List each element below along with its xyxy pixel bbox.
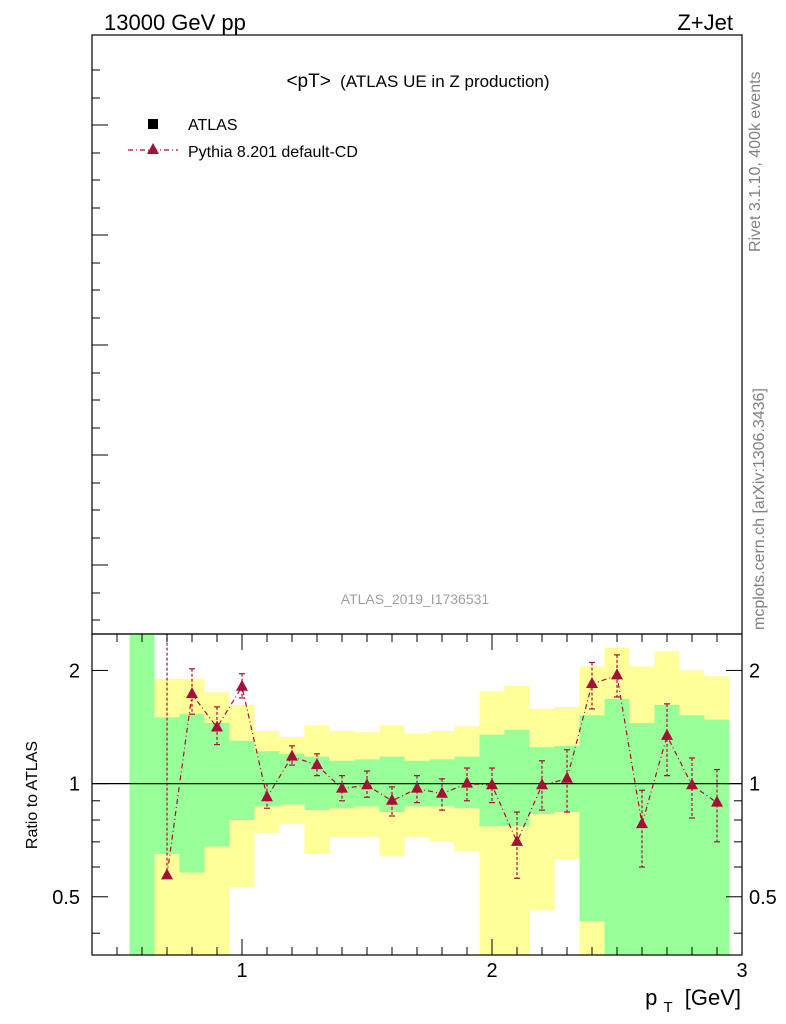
data-point-18 [611,668,623,680]
analysis-watermark: ATLAS_2019_I1736531 [341,591,490,607]
legend: ATLAS Pythia 8.201 default-CD [128,117,358,161]
data-point-2 [211,720,223,732]
data-point-6 [311,758,323,770]
legend-mc-label: Pythia 8.201 default-CD [188,144,358,161]
main-title: <pT> (ATLAS UE in Z production) [286,71,549,92]
data-point-7 [336,781,348,793]
data-point-11 [436,786,448,798]
band-inner-4 [229,740,255,821]
header-left: 13000 GeV pp [104,10,246,35]
x-axis-label-main: p [645,985,657,1010]
band-inner-22 [679,715,705,955]
mc-series [161,634,723,880]
data-point-1 [186,687,198,699]
y-tick-label-right: 1 [749,774,760,796]
data-point-16 [561,771,573,783]
data-point-4 [261,790,273,802]
y-tick-label-left: 0.5 [52,887,80,909]
x-tick-label: 1 [236,960,247,982]
band-inner-2 [179,714,205,873]
data-point-17 [586,677,598,689]
ratio-panel-ticks [92,634,743,955]
legend-data-label: ATLAS [188,117,238,134]
y-axis-label: Ratio to ATLAS [24,741,41,849]
main-title-symbol: <pT> [286,71,330,92]
band-inner-18 [579,715,605,922]
data-point-10 [411,781,423,793]
data-point-20 [661,728,673,740]
band-inner-12 [429,759,455,807]
header-right: Z+Jet [677,10,733,35]
band-inner-19 [604,698,630,955]
x-tick-label: 3 [736,960,747,982]
data-point-14 [511,834,523,846]
x-axis-label: p T [GeV] [645,985,741,1017]
rivet-note: Rivet 3.1.10, 400k events [747,71,764,252]
x-axis-label-unit: [GeV] [685,985,741,1010]
data-point-13 [486,778,498,790]
y-tick-label-left: 1 [69,774,80,796]
data-point-9 [386,793,398,805]
y-tick-label-left: 2 [69,660,80,682]
tick-labels: 1 2 3 0.5 0.5 1 1 2 2 [52,660,777,982]
band-inner-3 [204,722,230,847]
data-point-3 [236,679,248,691]
data-point-12 [461,776,473,788]
x-tick-label: 2 [486,960,497,982]
data-point-5 [286,749,298,761]
legend-mc-marker [147,143,159,154]
legend-data-marker [148,119,158,129]
data-point-19 [636,817,648,829]
band-inner-15 [504,729,530,827]
x-axis-label-sub: T [663,999,672,1016]
band-inner-23 [704,719,730,955]
data-point-21 [686,778,698,790]
y-tick-label-right: 2 [749,660,760,682]
band-inner-20 [629,722,655,955]
y-tick-label-right: 0.5 [749,887,777,909]
main-title-subtitle: (ATLAS UE in Z production) [340,72,549,91]
data-point-0 [161,868,173,880]
band-inner-0 [129,634,155,955]
data-point-8 [361,778,373,790]
data-point-15 [536,778,548,790]
uncertainty-bands [129,634,730,955]
main-panel-ticks [92,69,108,621]
mcplots-note: mcplots.cern.ch [arXiv:1306.3436] [751,388,768,630]
data-point-22 [711,795,723,807]
